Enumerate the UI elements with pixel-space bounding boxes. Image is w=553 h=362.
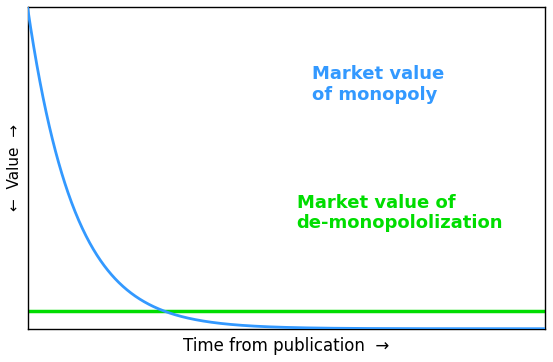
Text: Market value
of monopoly: Market value of monopoly xyxy=(312,65,445,104)
Y-axis label: ←  Value  →: ← Value → xyxy=(7,124,22,211)
Text: Market value of
de-monopololization: Market value of de-monopololization xyxy=(297,194,503,232)
X-axis label: Time from publication  →: Time from publication → xyxy=(183,337,389,355)
